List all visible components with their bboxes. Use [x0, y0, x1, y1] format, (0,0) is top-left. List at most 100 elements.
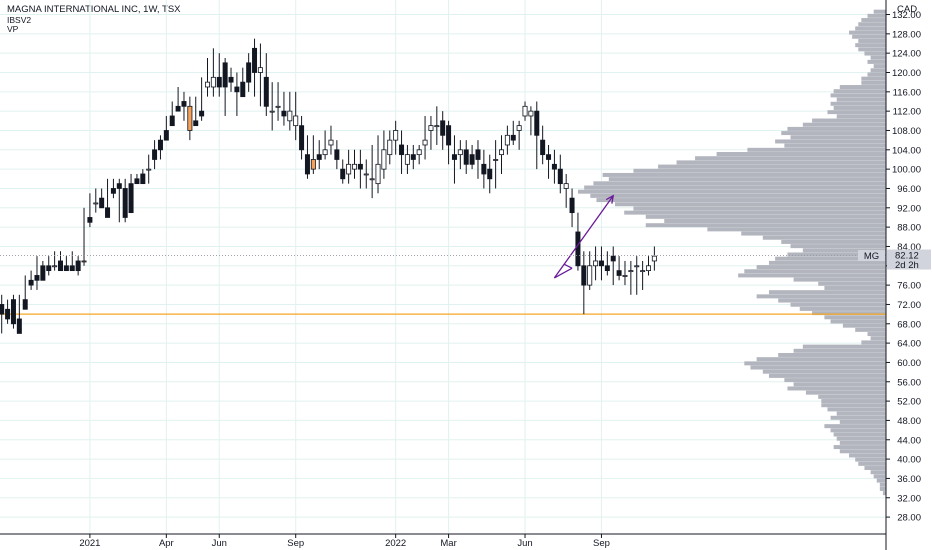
candle-body[interactable]: [622, 275, 628, 277]
candle-body[interactable]: [299, 125, 305, 151]
candle-body[interactable]: [157, 139, 163, 151]
candle-body[interactable]: [375, 163, 381, 185]
candle-body[interactable]: [393, 130, 399, 141]
candle-body[interactable]: [628, 270, 634, 273]
price-axis[interactable]: CAD 28.00 32.00 36.00 40.00 44.00 48.00 52.00 56…: [885, 0, 921, 550]
candle-body[interactable]: [169, 115, 175, 127]
candle-body[interactable]: [528, 110, 534, 117]
candle-body[interactable]: [128, 183, 134, 214]
projection-arrow[interactable]: [553, 195, 614, 279]
candle-body[interactable]: [287, 110, 293, 122]
candle-body[interactable]: [351, 163, 357, 170]
candle-body[interactable]: [498, 149, 504, 156]
candle-body[interactable]: [216, 76, 222, 88]
candle-body[interactable]: [52, 265, 58, 268]
candle-body[interactable]: [381, 149, 387, 170]
candle-body[interactable]: [440, 120, 446, 136]
candle-body[interactable]: [428, 125, 434, 131]
candle-body[interactable]: [569, 197, 575, 214]
candle-body[interactable]: [99, 197, 105, 209]
candle-body[interactable]: [593, 260, 599, 267]
candle-body[interactable]: [269, 110, 275, 113]
candle-body[interactable]: [610, 255, 616, 262]
candle-body[interactable]: [105, 207, 111, 218]
candle-body[interactable]: [504, 134, 510, 146]
candle-body[interactable]: [416, 149, 422, 156]
candle-body[interactable]: [234, 86, 240, 93]
candle-body[interactable]: [304, 154, 310, 175]
candle-body[interactable]: [204, 81, 210, 88]
candle-body[interactable]: [199, 110, 205, 117]
candle-body[interactable]: [0, 304, 5, 315]
candle-body[interactable]: [110, 188, 116, 194]
candle-body[interactable]: [404, 154, 410, 165]
candle-body[interactable]: [134, 178, 140, 185]
candle-body[interactable]: [640, 270, 646, 273]
candle-body[interactable]: [328, 139, 334, 146]
candle-body[interactable]: [510, 134, 516, 141]
candle-body[interactable]: [252, 47, 258, 73]
candle-body[interactable]: [310, 159, 316, 170]
candle-body[interactable]: [363, 173, 369, 176]
candle-body[interactable]: [163, 130, 169, 141]
candle-body[interactable]: [257, 67, 263, 73]
ticker-tag[interactable]: [858, 250, 885, 262]
indicator-vp-label[interactable]: VP: [7, 24, 19, 34]
candle-body[interactable]: [369, 178, 375, 181]
candle-body[interactable]: [58, 260, 64, 272]
candle-body[interactable]: [410, 154, 416, 160]
candle-body[interactable]: [5, 308, 11, 320]
candle-body[interactable]: [246, 62, 252, 83]
candle-body[interactable]: [487, 168, 493, 180]
candle-body[interactable]: [469, 154, 475, 165]
candle-body[interactable]: [334, 149, 340, 160]
candle-body[interactable]: [116, 183, 122, 189]
candle-body[interactable]: [228, 76, 234, 83]
candle-body[interactable]: [40, 265, 46, 281]
candle-body[interactable]: [187, 105, 193, 131]
candle-body[interactable]: [446, 125, 452, 146]
candle-body[interactable]: [210, 76, 216, 88]
candle-body[interactable]: [575, 231, 581, 267]
candle-body[interactable]: [463, 149, 469, 165]
candle-body[interactable]: [146, 168, 152, 171]
candle-body[interactable]: [422, 139, 428, 146]
candle-body[interactable]: [399, 144, 405, 156]
candle-body[interactable]: [646, 265, 652, 272]
candle-body[interactable]: [122, 188, 128, 218]
candle-body[interactable]: [534, 110, 540, 136]
candle-body[interactable]: [222, 62, 228, 88]
candle-body[interactable]: [546, 154, 552, 160]
candle-body[interactable]: [81, 260, 87, 263]
candle-body[interactable]: [46, 265, 52, 272]
candle-body[interactable]: [387, 139, 393, 156]
candle-body[interactable]: [604, 265, 610, 272]
candle-body[interactable]: [240, 81, 246, 98]
time-axis[interactable]: 2021 Apr Jun Sep 2022 Mar Jun Sep: [0, 533, 886, 549]
candle-body[interactable]: [316, 154, 322, 160]
candle-body[interactable]: [557, 168, 563, 185]
candle-body[interactable]: [651, 255, 657, 262]
candle-body[interactable]: [540, 139, 546, 156]
candle-body[interactable]: [322, 149, 328, 156]
candle-body[interactable]: [93, 202, 99, 205]
candle-body[interactable]: [22, 299, 28, 310]
candle-body[interactable]: [87, 217, 93, 223]
candle-body[interactable]: [75, 260, 81, 272]
candle-body[interactable]: [522, 105, 528, 117]
candle-body[interactable]: [516, 125, 522, 131]
candle-body[interactable]: [598, 260, 604, 267]
candle-body[interactable]: [475, 149, 481, 160]
candle-body[interactable]: [140, 173, 146, 185]
candle-body[interactable]: [281, 110, 287, 117]
candle-body[interactable]: [275, 105, 281, 108]
candle-body[interactable]: [175, 105, 181, 112]
candle-body[interactable]: [481, 163, 487, 175]
candle-body[interactable]: [587, 265, 593, 286]
candle-body[interactable]: [69, 265, 75, 272]
last-price-tag[interactable]: [887, 249, 931, 270]
candle-body[interactable]: [193, 120, 199, 127]
candle-body[interactable]: [34, 275, 40, 281]
candle-body[interactable]: [563, 183, 569, 189]
